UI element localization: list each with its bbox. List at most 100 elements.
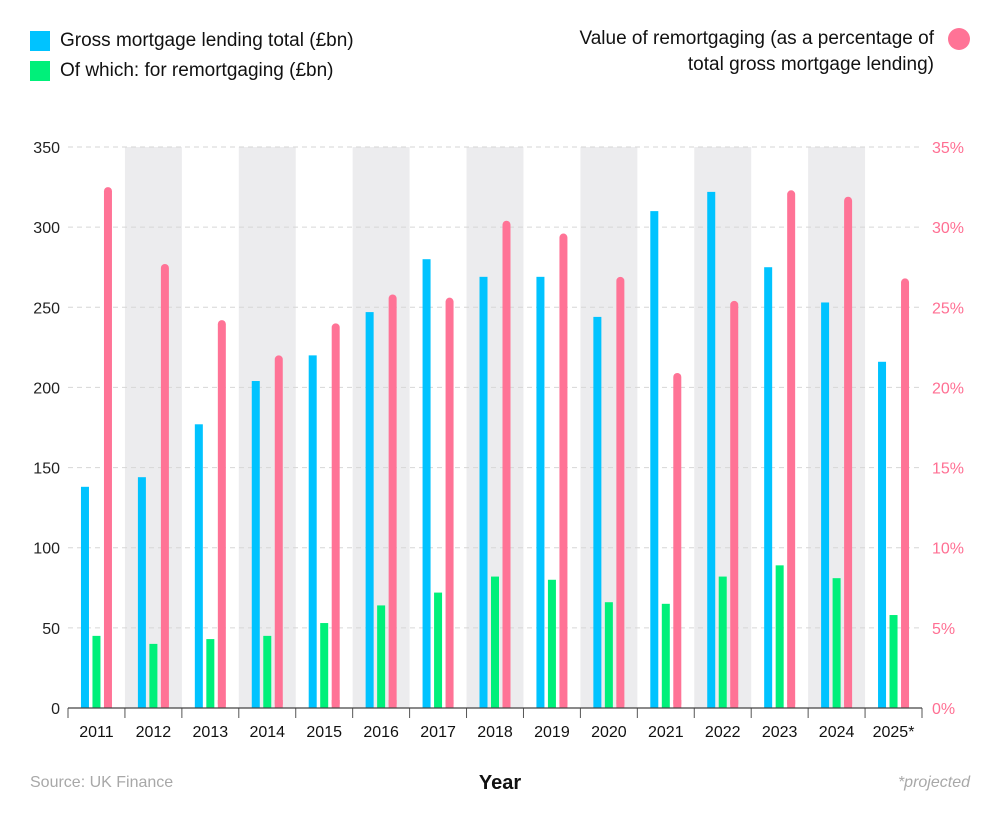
- x-tick-label: 2019: [534, 724, 570, 741]
- legend-dot-percent: [948, 28, 970, 50]
- x-tick-label: 2014: [249, 724, 285, 741]
- x-tick-label: 2021: [648, 724, 684, 741]
- bar-remortgage: [377, 605, 386, 708]
- legend-label-remortgage: Of which: for remortgaging (£bn): [60, 60, 334, 81]
- bar-percent-base: [160, 700, 169, 708]
- legend-swatch-total: [30, 31, 50, 51]
- bar-percent: [445, 297, 454, 708]
- bar-percent-base: [217, 700, 226, 708]
- legend-right: Value of remortgaging (as a percentage o…: [544, 26, 970, 78]
- bar-remortgage: [775, 565, 784, 708]
- bar-total: [593, 316, 602, 708]
- bar-percent: [673, 373, 682, 708]
- x-tick-label: 2013: [193, 724, 229, 741]
- x-tick-label: 2023: [762, 724, 798, 741]
- bar-total: [422, 259, 431, 708]
- y-right-tick-label: 0%: [932, 701, 955, 718]
- y-left-tick-label: 200: [33, 380, 60, 397]
- y-right-tick-label: 10%: [932, 541, 964, 558]
- bar-total: [479, 276, 488, 708]
- bar-percent-base: [559, 700, 568, 708]
- bar-percent-base: [445, 700, 454, 708]
- x-axis-title: Year: [478, 772, 522, 794]
- y-right-tick-label: 25%: [932, 300, 964, 317]
- bar-total: [194, 424, 203, 708]
- bar-percent: [160, 264, 169, 708]
- bar-total: [764, 267, 773, 708]
- x-tick-label: 2025*: [873, 724, 915, 741]
- bar-percent-base: [502, 700, 511, 708]
- bar-percent-base: [844, 700, 853, 708]
- bar-total: [707, 191, 716, 708]
- x-tick-label: 2016: [363, 724, 399, 741]
- legend-item-remortgage: Of which: for remortgaging (£bn): [30, 56, 354, 86]
- legend-left: Gross mortgage lending total (£bn) Of wh…: [30, 26, 354, 86]
- bar-total: [80, 486, 89, 708]
- background-band: [238, 147, 296, 708]
- bar-percent: [787, 190, 796, 708]
- source-note: Source: UK Finance: [30, 774, 174, 791]
- y-right-tick-label: 15%: [932, 461, 964, 478]
- bar-percent-base: [616, 700, 625, 708]
- y-right-tick-label: 5%: [932, 621, 955, 638]
- bar-remortgage: [832, 578, 841, 708]
- background-band: [124, 147, 182, 708]
- bar-total: [365, 312, 374, 708]
- bar-remortgage: [92, 635, 101, 708]
- bar-percent: [217, 320, 226, 708]
- bar-remortgage: [206, 639, 215, 708]
- bar-remortgage: [604, 602, 613, 708]
- bar-total: [137, 477, 146, 708]
- bar-total: [878, 361, 887, 708]
- bar-percent: [331, 323, 340, 708]
- y-left-tick-label: 300: [33, 220, 60, 237]
- y-left-tick-label: 100: [33, 541, 60, 558]
- y-left-tick-label: 250: [33, 300, 60, 317]
- bar-percent: [730, 300, 739, 708]
- bar-percent-base: [274, 700, 283, 708]
- bar-total: [821, 302, 830, 708]
- bar-remortgage: [661, 603, 670, 708]
- y-left-tick-label: 0: [51, 701, 60, 718]
- bar-remortgage: [263, 635, 272, 708]
- bar-percent-base: [673, 700, 682, 708]
- x-tick-label: 2017: [420, 724, 456, 741]
- bar-percent-base: [730, 700, 739, 708]
- y-left-tick-label: 150: [33, 461, 60, 478]
- legend-label-total: Gross mortgage lending total (£bn): [60, 30, 354, 51]
- bar-remortgage: [718, 576, 727, 708]
- bar-total: [308, 355, 317, 708]
- x-tick-label: 2018: [477, 724, 513, 741]
- legend-swatch-remortgage: [30, 61, 50, 81]
- bar-remortgage: [491, 576, 499, 708]
- bar-remortgage: [889, 615, 898, 708]
- bar-percent: [844, 196, 853, 708]
- legend-item-total: Gross mortgage lending total (£bn): [30, 26, 354, 56]
- y-left-tick-label: 50: [42, 621, 60, 638]
- x-tick-label: 2012: [136, 724, 172, 741]
- y-left-tick-label: 350: [33, 140, 60, 157]
- bar-percent: [502, 220, 511, 708]
- bar-percent-base: [388, 700, 397, 708]
- bar-remortgage: [149, 643, 158, 708]
- bar-total: [251, 381, 260, 708]
- bar-percent-base: [331, 700, 340, 708]
- bar-remortgage: [434, 592, 443, 708]
- bar-percent: [103, 187, 112, 709]
- legend-label-percent: Value of remortgaging (as a percentage o…: [579, 28, 934, 75]
- bar-remortgage: [547, 579, 556, 708]
- bar-total: [650, 211, 659, 708]
- bar-percent: [388, 294, 397, 708]
- bar-percent-base: [901, 700, 910, 708]
- bar-percent: [616, 276, 625, 708]
- y-right-tick-label: 20%: [932, 380, 964, 397]
- x-tick-label: 2011: [79, 724, 114, 741]
- x-tick-label: 2020: [591, 724, 627, 741]
- x-tick-label: 2024: [819, 724, 855, 741]
- x-tick-label: 2022: [705, 724, 741, 741]
- bar-percent-base: [787, 700, 796, 708]
- x-tick-label: 2015: [306, 724, 342, 741]
- bar-percent: [901, 278, 910, 708]
- bar-total: [536, 276, 545, 708]
